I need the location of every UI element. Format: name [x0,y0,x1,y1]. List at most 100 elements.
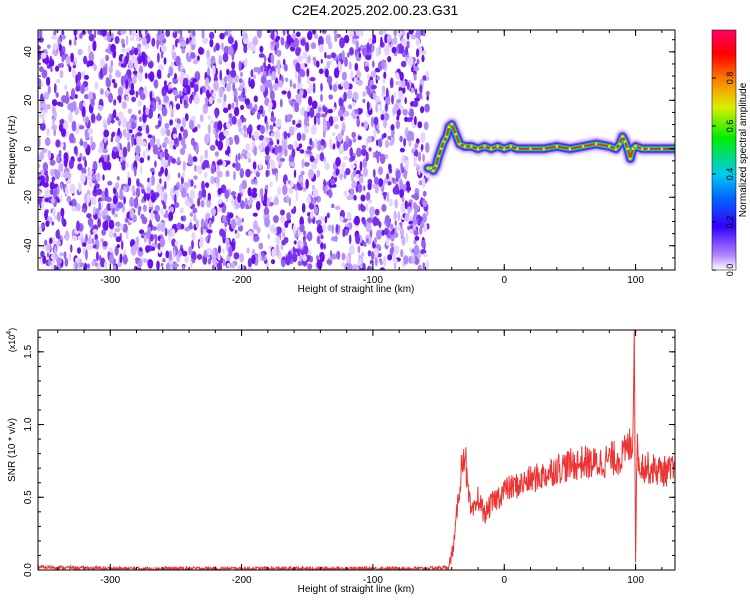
noise-speck [209,31,215,40]
noise-speck [97,147,103,154]
noise-speck [243,132,249,138]
noise-speck [219,228,225,237]
noise-speck [133,160,138,171]
noise-speck [168,233,171,243]
signal-ridge-point [432,169,435,172]
noise-speck [372,92,377,100]
signal-ridge-point [594,142,598,146]
noise-speck [38,45,41,51]
noise-speck [419,84,423,94]
noise-speck [339,216,344,222]
noise-speck [376,123,380,130]
noise-speck [149,104,153,110]
noise-speck [46,44,51,49]
noise-speck [82,242,87,247]
noise-speck [118,118,121,127]
noise-speck [400,162,403,170]
noise-speck [345,223,349,228]
noise-speck [158,98,161,106]
noise-speck [322,223,326,233]
noise-speck [81,167,87,175]
noise-speck [102,161,109,171]
noise-speck [156,182,162,194]
noise-speck [66,178,71,185]
noise-speck [351,172,354,183]
noise-speck [192,156,198,162]
noise-speck [316,224,323,234]
noise-speck [376,129,380,134]
noise-speck [267,197,271,206]
noise-speck [279,98,283,108]
noise-speck [388,163,392,171]
noise-speck [59,194,63,204]
noise-speck [85,233,88,242]
noise-speck [83,262,88,270]
noise-speck [113,232,117,238]
noise-speck [283,131,288,140]
noise-speck [69,183,76,194]
noise-speck [264,184,269,190]
noise-speck [45,104,51,110]
noise-speck [227,36,234,45]
noise-speck [226,122,231,129]
noise-speck [425,260,429,270]
noise-speck [217,199,223,205]
noise-speck [372,216,378,227]
noise-speck [421,239,426,249]
noise-speck [297,73,302,84]
noise-speck [282,140,288,150]
noise-speck [235,154,238,164]
noise-speck [335,157,341,167]
noise-speck [407,202,412,207]
noise-speck [72,60,76,66]
noise-speck [395,72,400,80]
noise-speck [393,231,399,238]
noise-speck [38,66,44,73]
noise-speck [77,157,82,162]
chart-title: C2E4.2025.202.00.23.G31 [291,2,459,18]
noise-speck [386,173,390,180]
noise-speck [396,108,401,117]
noise-speck [269,181,273,188]
noise-speck [149,219,152,227]
noise-speck [157,120,162,128]
noise-speck [365,221,372,233]
noise-speck [231,115,237,125]
noise-speck [215,139,219,147]
noise-speck [102,66,108,76]
noise-speck [189,40,193,48]
noise-speck [408,216,413,221]
noise-speck [245,204,250,210]
noise-speck [359,267,365,270]
noise-speck [65,55,71,65]
noise-speck [40,250,45,258]
noise-speck [145,107,150,116]
noise-speck [411,66,414,73]
noise-speck [383,132,387,139]
noise-speck [258,53,265,58]
noise-speck [357,183,363,193]
noise-speck [392,37,398,45]
x-tick-label: 100 [627,575,644,586]
noise-speck [253,168,257,175]
noise-speck [209,144,216,151]
noise-speck [363,185,366,192]
noise-speck [233,170,236,181]
noise-speck [225,149,229,156]
noise-speck [114,227,121,233]
signal-ridge-point [496,145,500,148]
noise-speck [310,124,317,136]
noise-speck [348,61,352,70]
noise-speck [296,181,300,189]
spectrogram-y-ticks: 40 20 0 -20 -40 [23,39,675,271]
noise-speck [169,206,174,213]
noise-speck [172,133,177,140]
noise-speck [172,89,178,96]
noise-speck [93,185,97,194]
noise-speck [73,30,77,37]
noise-speck [413,155,417,164]
colorbar-tick-label: 0.4 [725,168,735,181]
noise-speck [350,70,354,81]
noise-speck [122,128,127,138]
noise-speck [127,108,133,114]
